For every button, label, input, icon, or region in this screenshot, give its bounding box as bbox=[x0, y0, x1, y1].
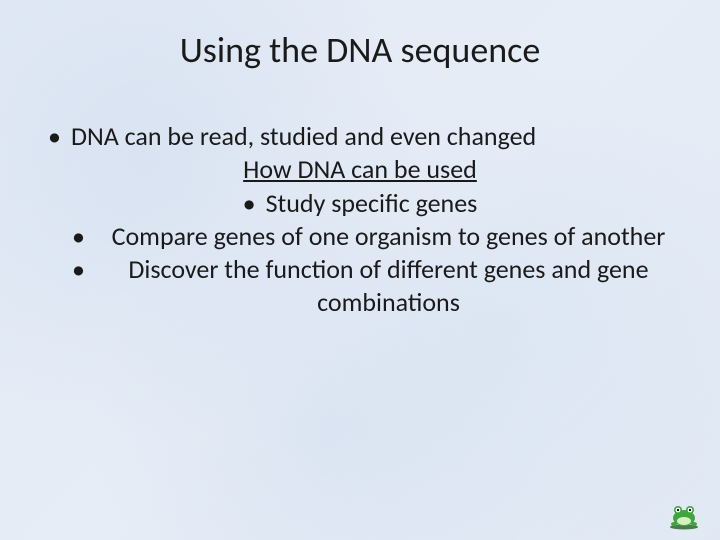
frog-leg-left bbox=[671, 522, 677, 526]
bullet-item-3: • Compare genes of one organism to genes… bbox=[38, 220, 682, 253]
frog-pupil-left bbox=[677, 509, 679, 511]
subheading: How DNA can be used bbox=[38, 153, 682, 186]
frog-icon bbox=[666, 500, 702, 530]
bullet-item-4: • Discover the function of different gen… bbox=[38, 253, 682, 320]
bullet-text: DNA can be read, studied and even change… bbox=[71, 120, 536, 153]
bullet-marker: • bbox=[48, 120, 61, 153]
bullet-text: Discover the function of different genes… bbox=[95, 253, 682, 320]
frog-pupil-right bbox=[689, 509, 691, 511]
bullet-marker: • bbox=[243, 187, 256, 220]
slide-body: • DNA can be read, studied and even chan… bbox=[38, 120, 682, 320]
bullet-text: Compare genes of one organism to genes o… bbox=[95, 220, 682, 253]
slide: Using the DNA sequence • DNA can be read… bbox=[0, 0, 720, 540]
frog-leg-right bbox=[691, 522, 697, 526]
bullet-marker: • bbox=[72, 220, 85, 253]
bullet-item-1: • DNA can be read, studied and even chan… bbox=[38, 120, 682, 153]
frog-belly bbox=[677, 517, 691, 525]
slide-title: Using the DNA sequence bbox=[38, 28, 682, 72]
bullet-text: Study specific genes bbox=[266, 187, 478, 220]
bullet-item-2: • Study specific genes bbox=[38, 187, 682, 220]
bullet-marker: • bbox=[72, 253, 85, 286]
